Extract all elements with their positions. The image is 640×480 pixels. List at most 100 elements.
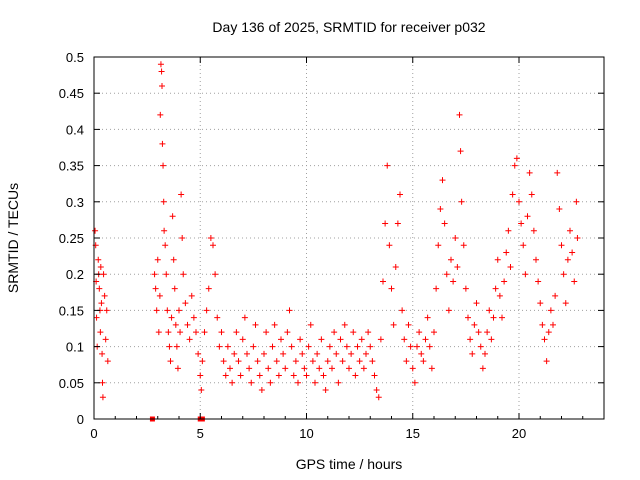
- data-point: [539, 321, 546, 328]
- data-point: [424, 314, 431, 321]
- data-point: [154, 256, 161, 263]
- y-tick-label: 0.45: [59, 86, 84, 101]
- data-point: [99, 379, 106, 386]
- data-point: [403, 358, 410, 365]
- data-point: [352, 372, 359, 379]
- data-point: [278, 336, 284, 343]
- data-point: [237, 372, 244, 379]
- data-point: [329, 365, 335, 372]
- data-point: [535, 278, 542, 285]
- y-tick-label: 0.5: [66, 50, 84, 65]
- data-point: [363, 350, 369, 357]
- data-point: [290, 372, 297, 379]
- data-point: [569, 249, 576, 256]
- data-point: [418, 350, 425, 357]
- data-point: [439, 177, 446, 184]
- data-point: [182, 300, 189, 307]
- data-point: [564, 256, 571, 263]
- data-point: [164, 307, 171, 314]
- data-point: [462, 285, 469, 292]
- data-point: [186, 336, 193, 343]
- grid-lines: [93, 56, 604, 420]
- data-point: [371, 372, 378, 379]
- data-point: [333, 350, 340, 357]
- data-point: [312, 379, 318, 386]
- data-point: [411, 379, 418, 386]
- data-point: [356, 358, 363, 365]
- data-point: [416, 329, 423, 336]
- data-point: [271, 321, 278, 328]
- data-point: [386, 242, 393, 249]
- x-tick-label: 10: [299, 426, 313, 441]
- data-point: [471, 321, 478, 328]
- data-point: [190, 314, 197, 321]
- data-point: [205, 285, 212, 292]
- data-point: [341, 321, 348, 328]
- data-point: [92, 227, 99, 234]
- data-point: [198, 387, 205, 394]
- data-point: [176, 307, 182, 314]
- data-point: [284, 329, 291, 336]
- data-point: [157, 61, 164, 68]
- data-point: [222, 372, 229, 379]
- data-point: [210, 242, 216, 249]
- data-point: [477, 343, 484, 350]
- data-point: [373, 387, 380, 394]
- data-point: [443, 271, 450, 278]
- data-point: [160, 198, 167, 205]
- data-point: [550, 321, 556, 328]
- data-point: [426, 343, 433, 350]
- data-point: [473, 300, 480, 307]
- data-point: [407, 343, 414, 350]
- data-point: [97, 329, 104, 336]
- data-point: [303, 372, 310, 379]
- data-point: [273, 358, 280, 365]
- x-tick-label: 0: [90, 426, 97, 441]
- data-point: [552, 292, 559, 299]
- data-point: [159, 140, 166, 147]
- data-point: [265, 365, 272, 372]
- y-tick-label: 0.4: [66, 122, 84, 137]
- data-point: [299, 350, 306, 357]
- data-point: [244, 350, 250, 357]
- data-point: [469, 350, 476, 357]
- data-point: [324, 358, 331, 365]
- data-point: [573, 198, 580, 205]
- data-point: [484, 329, 491, 336]
- data-point: [254, 358, 261, 365]
- data-point: [343, 343, 350, 350]
- data-point: [155, 329, 162, 336]
- data-point: [382, 220, 389, 227]
- data-point: [537, 300, 544, 307]
- data-point: [530, 227, 537, 234]
- data-point: [297, 336, 304, 343]
- data-point: [337, 336, 344, 343]
- data-point: [460, 242, 467, 249]
- data-point: [479, 365, 486, 372]
- data-point: [162, 242, 169, 249]
- data-point: [241, 314, 248, 321]
- data-point: [507, 263, 514, 270]
- data-point: [465, 314, 471, 321]
- data-point: [397, 191, 403, 198]
- y-tick-label: 0.15: [59, 303, 84, 318]
- data-point: [414, 343, 420, 350]
- data-point: [526, 169, 533, 176]
- data-point: [152, 285, 159, 292]
- data-point: [494, 256, 501, 263]
- data-point: [401, 336, 408, 343]
- data-point: [490, 314, 497, 321]
- x-tick-label: 20: [512, 426, 526, 441]
- data-point: [227, 365, 233, 372]
- data-point: [305, 343, 312, 350]
- data-point: [505, 227, 512, 234]
- data-point: [528, 191, 535, 198]
- data-point: [201, 329, 208, 336]
- data-point: [229, 379, 236, 386]
- data-point: [365, 329, 372, 336]
- data-point: [286, 307, 293, 314]
- data-point: [409, 365, 416, 372]
- data-point: [280, 350, 287, 357]
- data-point: [560, 271, 567, 278]
- data-point: [261, 350, 267, 357]
